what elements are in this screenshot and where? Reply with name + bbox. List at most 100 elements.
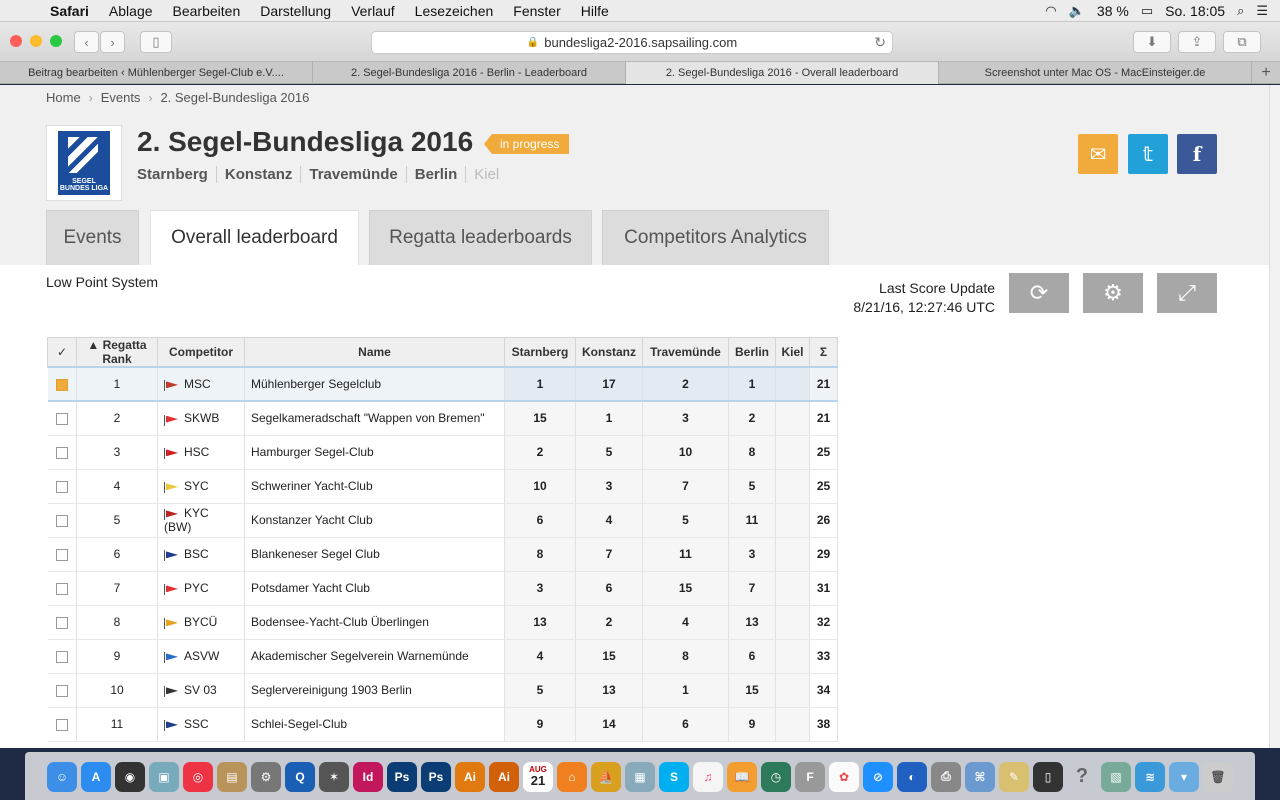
menu-ablage[interactable]: Ablage <box>108 2 153 19</box>
score-cell[interactable] <box>775 571 810 606</box>
wavy-app-icon[interactable]: ≋ <box>1135 761 1165 792</box>
page-scrollbar[interactable] <box>1269 85 1280 748</box>
score-cell[interactable]: 6 <box>504 503 576 538</box>
table-row[interactable]: 2 SKWB Segelkameradschaft "Wappen von Brem… <box>47 401 838 436</box>
score-cell[interactable]: 5 <box>575 435 643 470</box>
row-checkbox[interactable] <box>55 718 68 731</box>
system-preferences-icon[interactable]: ⚙ <box>251 761 281 792</box>
indesign-icon[interactable]: Id <box>353 761 383 792</box>
score-cell[interactable]: 3 <box>575 469 643 504</box>
chrome-icon[interactable]: ◎ <box>183 761 213 792</box>
reload-icon[interactable]: ↻ <box>874 34 886 50</box>
row-checkbox[interactable] <box>55 548 68 561</box>
back-button[interactable]: ‹ <box>74 31 99 53</box>
row-checkbox[interactable] <box>55 480 68 493</box>
tab-events[interactable]: Events <box>46 210 139 265</box>
score-cell[interactable]: 15 <box>575 639 643 674</box>
browser-tab[interactable]: Beitrag bearbeiten ‹ Mühlenberger Segel-… <box>0 62 313 84</box>
score-cell[interactable] <box>775 673 810 708</box>
printer-icon[interactable]: ⎙ <box>931 761 961 792</box>
competitor-cell[interactable]: PYC <box>157 571 245 606</box>
breadcrumb-home[interactable]: Home <box>46 90 81 105</box>
score-cell[interactable]: 2 <box>575 605 643 640</box>
row-select-cell[interactable] <box>47 707 77 742</box>
score-cell[interactable]: 1 <box>642 673 729 708</box>
row-checkbox[interactable] <box>55 582 68 595</box>
score-cell[interactable]: 4 <box>642 605 729 640</box>
menu-bearbeiten[interactable]: Bearbeiten <box>172 2 241 19</box>
tab-overall-leaderboard[interactable]: Overall leaderboard <box>150 210 359 265</box>
row-select-cell[interactable] <box>47 537 77 572</box>
forward-button[interactable]: › <box>100 31 125 53</box>
address-bar[interactable]: 🔒 bundesliga2-2016.sapsailing.com ↻ <box>371 31 893 54</box>
table-row[interactable]: 4 SYC Schweriner Yacht-Club 10 3 7 5 25 <box>47 469 838 504</box>
row-checkbox[interactable] <box>55 684 68 697</box>
fullscreen-icon[interactable]: ⤢ <box>1157 273 1217 313</box>
score-cell[interactable]: 17 <box>575 366 643 402</box>
score-cell[interactable]: 15 <box>504 401 576 436</box>
finder-icon[interactable]: ☺ <box>47 761 77 792</box>
score-cell[interactable]: 11 <box>642 537 729 572</box>
google-earth-icon[interactable]: ◐ <box>897 761 927 792</box>
score-cell[interactable]: 6 <box>728 639 776 674</box>
score-cell[interactable]: 9 <box>728 707 776 742</box>
new-tab-icon[interactable]: + <box>1261 63 1271 81</box>
browser-tab[interactable]: Screenshot unter Mac OS - MacEinsteiger.… <box>939 62 1252 84</box>
share-icon[interactable]: ⇪ <box>1178 31 1216 53</box>
app-store-icon[interactable]: A <box>81 761 111 792</box>
table-row[interactable]: 6 BSC Blankeneser Segel Club 8 7 11 3 29 <box>47 537 838 572</box>
share-facebook-icon[interactable]: f <box>1177 134 1217 174</box>
calendar-icon[interactable]: AUG 21 <box>523 761 553 792</box>
column-header-travemuende[interactable]: Travemünde <box>642 337 729 368</box>
tab-competitors-analytics[interactable]: Competitors Analytics <box>602 210 829 265</box>
score-cell[interactable]: 3 <box>504 571 576 606</box>
close-window-button[interactable] <box>10 35 22 47</box>
score-cell[interactable]: 5 <box>728 469 776 504</box>
score-cell[interactable]: 5 <box>504 673 576 708</box>
row-checkbox[interactable] <box>55 413 68 426</box>
score-cell[interactable] <box>775 537 810 572</box>
column-header-sum[interactable]: Σ <box>809 337 838 368</box>
menu-app[interactable]: Safari <box>50 2 89 19</box>
competitor-cell[interactable]: SV 03 <box>157 673 245 708</box>
score-cell[interactable]: 1 <box>728 366 776 402</box>
table-row[interactable]: 5 KYC (BW) Konstanzer Yacht Club 6 4 5 11 26 <box>47 503 838 538</box>
score-cell[interactable]: 11 <box>728 503 776 538</box>
skype-icon[interactable]: S <box>659 761 689 792</box>
menu-darstellung[interactable]: Darstellung <box>260 2 332 19</box>
competitor-cell[interactable]: KYC (BW) <box>157 503 245 538</box>
tab-regatta-leaderboards[interactable]: Regatta leaderboards <box>369 210 592 265</box>
score-cell[interactable]: 3 <box>642 401 729 436</box>
row-select-cell[interactable] <box>47 366 77 402</box>
wifi-icon[interactable]: ◠ <box>1045 2 1057 18</box>
score-cell[interactable]: 7 <box>575 537 643 572</box>
trash-icon[interactable]: 🗑 <box>1203 761 1233 792</box>
minimize-window-button[interactable] <box>30 35 42 47</box>
table-row[interactable]: 7 PYC Potsdamer Yacht Club 3 6 15 7 31 <box>47 571 838 606</box>
image-capture-icon[interactable]: ▦ <box>625 761 655 792</box>
safari-icon[interactable]: ⊘ <box>863 761 893 792</box>
row-checkbox[interactable] <box>55 446 68 459</box>
score-cell[interactable] <box>775 605 810 640</box>
help-icon[interactable]: ? <box>1075 765 1089 787</box>
sail-app-icon[interactable]: ⛵ <box>591 761 621 792</box>
column-header-konstanz[interactable]: Konstanz <box>575 337 643 368</box>
zoom-window-button[interactable] <box>50 35 62 47</box>
score-cell[interactable]: 13 <box>575 673 643 708</box>
share-twitter-icon[interactable]: 𝕥 <box>1128 134 1168 174</box>
menu-verlauf[interactable]: Verlauf <box>351 2 395 19</box>
font-book-icon[interactable]: F <box>795 761 825 792</box>
share-mail-icon[interactable]: ✉ <box>1078 134 1118 174</box>
score-cell[interactable]: 1 <box>575 401 643 436</box>
preview-icon[interactable]: ▣ <box>149 761 179 792</box>
browser-tab-active[interactable]: 2. Segel-Bundesliga 2016 - Overall leade… <box>626 62 939 84</box>
network-utility-icon[interactable]: ⌘ <box>965 761 995 792</box>
score-cell[interactable] <box>775 435 810 470</box>
table-row[interactable]: 11 SSC Schlei-Segel-Club 9 14 6 9 38 <box>47 707 838 742</box>
score-cell[interactable]: 2 <box>642 366 729 402</box>
competitor-cell[interactable]: MSC <box>157 366 245 402</box>
keynote-icon[interactable]: ⌂ <box>557 761 587 792</box>
table-row[interactable]: 10 SV 03 Seglervereinigung 1903 Berlin 5 13 1… <box>47 673 838 708</box>
table-row[interactable]: 9 ASVW Akademischer Segelverein Warnemünde… <box>47 639 838 674</box>
score-cell[interactable]: 13 <box>504 605 576 640</box>
